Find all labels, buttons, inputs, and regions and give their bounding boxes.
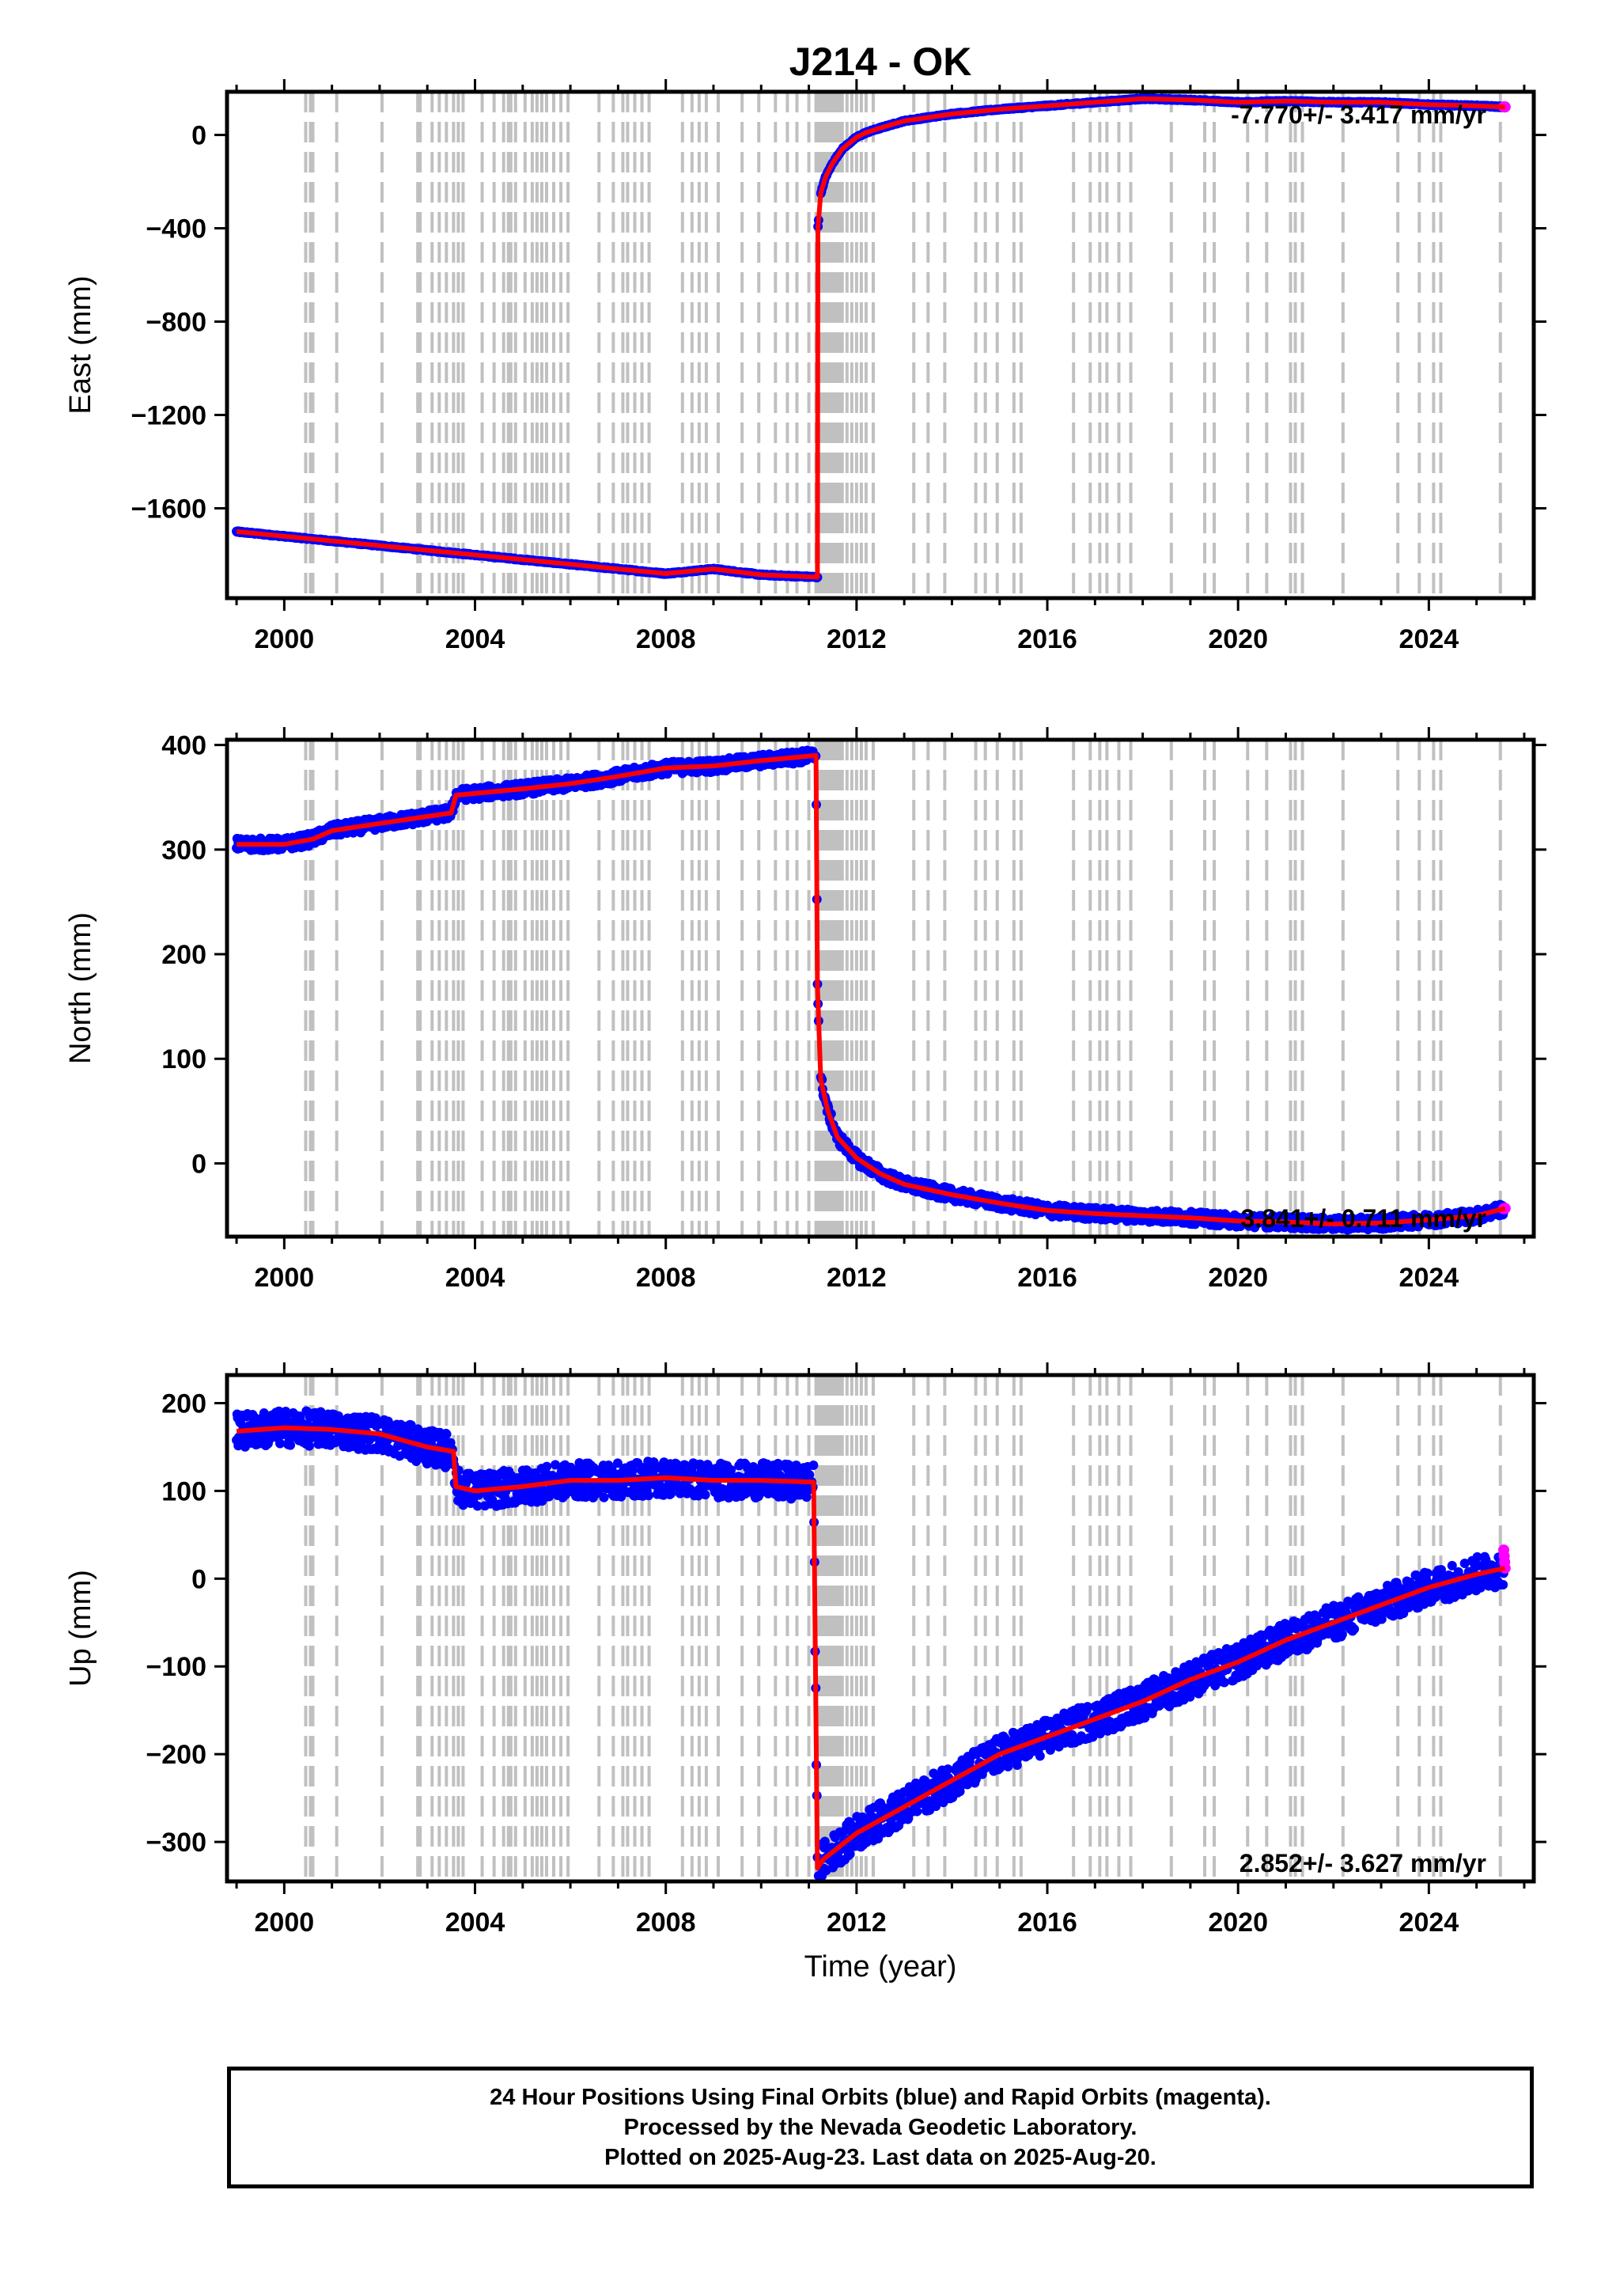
rate-label: -7.770+/- 3.417 mm/yr [1231,100,1486,129]
y-tick-label: 100 [161,1044,206,1074]
y-tick-label: 300 [161,835,206,866]
x-tick-label: 2000 [255,624,315,654]
x-tick-label: 2000 [255,1263,315,1293]
y-tick-label: 200 [161,940,206,970]
y-tick-label: −1200 [131,400,207,430]
x-axis-label: Time (year) [804,1950,957,1983]
final-orbit-point [275,1438,286,1449]
x-tick-label: 2008 [636,624,696,654]
x-tick-label: 2004 [445,1263,505,1293]
y-tick-label: 0 [191,1149,206,1179]
panel-1: 2000 2004 2008 2012 2016 2020 2024 0 −400 −800 −12… [64,79,1546,654]
x-tick-label: 2020 [1208,624,1268,654]
x-tick-label: 2008 [636,1263,696,1293]
plot-area [232,92,1511,598]
x-tick-label: 2012 [827,624,887,654]
y-tick-label: −800 [146,308,206,338]
plot-frame [225,89,1536,601]
x-tick-label: 2024 [1399,1263,1459,1293]
panel-2: 2000 2004 2008 2012 2016 2020 2024 0 100 200 300 40… [64,727,1546,1293]
final-orbit-point [286,1440,296,1450]
x-tick-label: 2016 [1017,1263,1077,1293]
panel-3: 2000 2004 2008 2012 2016 2020 20242001000−100−… [64,1362,1546,1938]
chart-title: J214 - OK [789,40,972,84]
y-axis-label: East (mm) [64,275,97,414]
x-tick-label: 2020 [1208,1263,1268,1293]
x-tick-label: 2016 [1017,624,1077,654]
x-tick-label: 2024 [1399,624,1459,654]
rate-label: 3.841+/- 0.711 mm/yr [1241,1204,1486,1233]
y-tick-label: −400 [146,214,206,244]
model-fit-line [236,96,1505,580]
plot-area [232,740,1511,1237]
y-axis-label: North (mm) [64,912,97,1064]
x-tick-label: 2012 [827,1263,887,1293]
plot-area [232,1375,1511,1881]
x-tick-label: 2004 [445,624,505,654]
y-tick-label: −1600 [131,494,207,524]
y-tick-label: 400 [161,731,206,761]
y-tick-label: 0 [191,121,206,151]
